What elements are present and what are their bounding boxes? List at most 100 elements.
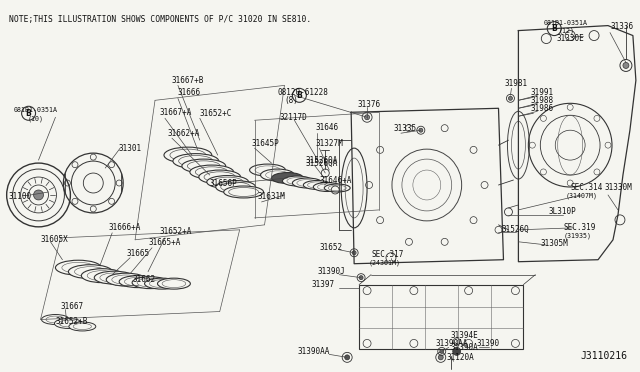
Bar xyxy=(359,285,524,349)
Text: 31397: 31397 xyxy=(311,280,335,289)
Ellipse shape xyxy=(69,322,96,331)
Ellipse shape xyxy=(292,178,323,188)
Text: 31390J: 31390J xyxy=(317,267,345,276)
Ellipse shape xyxy=(162,280,186,288)
Text: SEC.319: SEC.319 xyxy=(563,223,596,232)
Text: B: B xyxy=(26,109,31,118)
Ellipse shape xyxy=(216,180,255,193)
Ellipse shape xyxy=(195,167,228,177)
Text: 31390AA: 31390AA xyxy=(436,339,468,348)
Text: 31631M: 31631M xyxy=(257,192,285,202)
Circle shape xyxy=(440,349,444,353)
Ellipse shape xyxy=(190,165,234,179)
Text: 31652+C: 31652+C xyxy=(200,109,232,118)
Circle shape xyxy=(365,115,369,120)
Text: 31526QA: 31526QA xyxy=(305,158,338,167)
Ellipse shape xyxy=(260,169,294,181)
Circle shape xyxy=(359,276,363,280)
Ellipse shape xyxy=(119,276,157,288)
Ellipse shape xyxy=(157,278,190,289)
Text: 31327M: 31327M xyxy=(316,139,343,148)
Text: SEC.317: SEC.317 xyxy=(371,250,403,259)
Text: (31935): (31935) xyxy=(563,232,591,239)
Circle shape xyxy=(33,190,44,200)
Text: 31376: 31376 xyxy=(357,100,380,109)
Ellipse shape xyxy=(173,154,219,169)
Text: 31652+B: 31652+B xyxy=(56,317,88,326)
Circle shape xyxy=(345,355,349,360)
Ellipse shape xyxy=(250,164,285,176)
Text: 31526Q: 31526Q xyxy=(502,225,529,234)
Ellipse shape xyxy=(68,265,112,279)
Text: 31667+B: 31667+B xyxy=(172,76,204,85)
Text: 31666: 31666 xyxy=(178,88,201,97)
Ellipse shape xyxy=(145,278,179,289)
Text: 31666+A: 31666+A xyxy=(108,223,141,232)
Ellipse shape xyxy=(287,177,308,185)
Circle shape xyxy=(452,347,461,355)
Circle shape xyxy=(419,128,423,132)
Text: (8): (8) xyxy=(284,96,298,105)
Ellipse shape xyxy=(182,159,226,173)
Text: 08120-61228: 08120-61228 xyxy=(278,88,328,97)
Ellipse shape xyxy=(228,187,259,196)
Ellipse shape xyxy=(317,184,337,190)
Text: 32117D: 32117D xyxy=(280,113,307,122)
Text: B: B xyxy=(296,91,302,100)
Ellipse shape xyxy=(100,273,129,282)
Ellipse shape xyxy=(255,166,280,174)
Ellipse shape xyxy=(324,184,350,192)
Text: 3L310P: 3L310P xyxy=(548,208,576,217)
Circle shape xyxy=(547,22,561,36)
Text: 31652: 31652 xyxy=(319,243,342,252)
Text: 31667: 31667 xyxy=(60,302,84,311)
Ellipse shape xyxy=(73,323,92,330)
Text: (31407M): (31407M) xyxy=(565,193,597,199)
Ellipse shape xyxy=(221,182,251,192)
Text: 31988: 31988 xyxy=(531,96,554,105)
Ellipse shape xyxy=(164,147,212,163)
Ellipse shape xyxy=(266,171,289,179)
Ellipse shape xyxy=(199,170,241,184)
Text: (24361M): (24361M) xyxy=(369,259,401,266)
Ellipse shape xyxy=(212,177,243,187)
Text: 31645P: 31645P xyxy=(252,139,279,148)
Circle shape xyxy=(508,96,513,100)
Ellipse shape xyxy=(179,155,213,167)
Text: 31667+A: 31667+A xyxy=(160,108,193,117)
Ellipse shape xyxy=(308,182,327,188)
Text: 31986: 31986 xyxy=(531,104,554,113)
Text: 31526QA: 31526QA xyxy=(305,155,338,164)
Text: 31662: 31662 xyxy=(132,275,156,284)
Ellipse shape xyxy=(328,185,346,191)
Text: 31652+A: 31652+A xyxy=(160,227,193,236)
Text: 31305M: 31305M xyxy=(540,239,568,248)
Circle shape xyxy=(292,89,307,102)
Text: 31646+A: 31646+A xyxy=(319,176,351,185)
Text: 31605X: 31605X xyxy=(40,235,68,244)
Text: 31656P: 31656P xyxy=(210,179,237,187)
Ellipse shape xyxy=(106,273,146,286)
Ellipse shape xyxy=(54,318,83,328)
Text: 31646: 31646 xyxy=(316,123,339,132)
Text: 31981: 31981 xyxy=(504,79,527,88)
Ellipse shape xyxy=(303,180,332,189)
Text: 081B1-0351A: 081B1-0351A xyxy=(13,107,58,113)
Text: J3110216: J3110216 xyxy=(581,351,628,361)
Text: (10): (10) xyxy=(28,115,44,122)
Circle shape xyxy=(352,251,356,255)
Circle shape xyxy=(438,355,444,360)
Text: 31390A: 31390A xyxy=(451,343,479,352)
Text: 31991: 31991 xyxy=(531,88,554,97)
Ellipse shape xyxy=(204,172,236,182)
Ellipse shape xyxy=(74,267,106,277)
Text: 081B1-0351A: 081B1-0351A xyxy=(543,20,588,26)
Ellipse shape xyxy=(112,275,140,284)
Text: 31336: 31336 xyxy=(610,22,633,31)
Text: 31665+A: 31665+A xyxy=(148,238,180,247)
Ellipse shape xyxy=(188,161,220,171)
Text: SEC.314: SEC.314 xyxy=(570,183,602,192)
Ellipse shape xyxy=(137,278,163,287)
Ellipse shape xyxy=(149,280,175,288)
Ellipse shape xyxy=(271,173,303,183)
